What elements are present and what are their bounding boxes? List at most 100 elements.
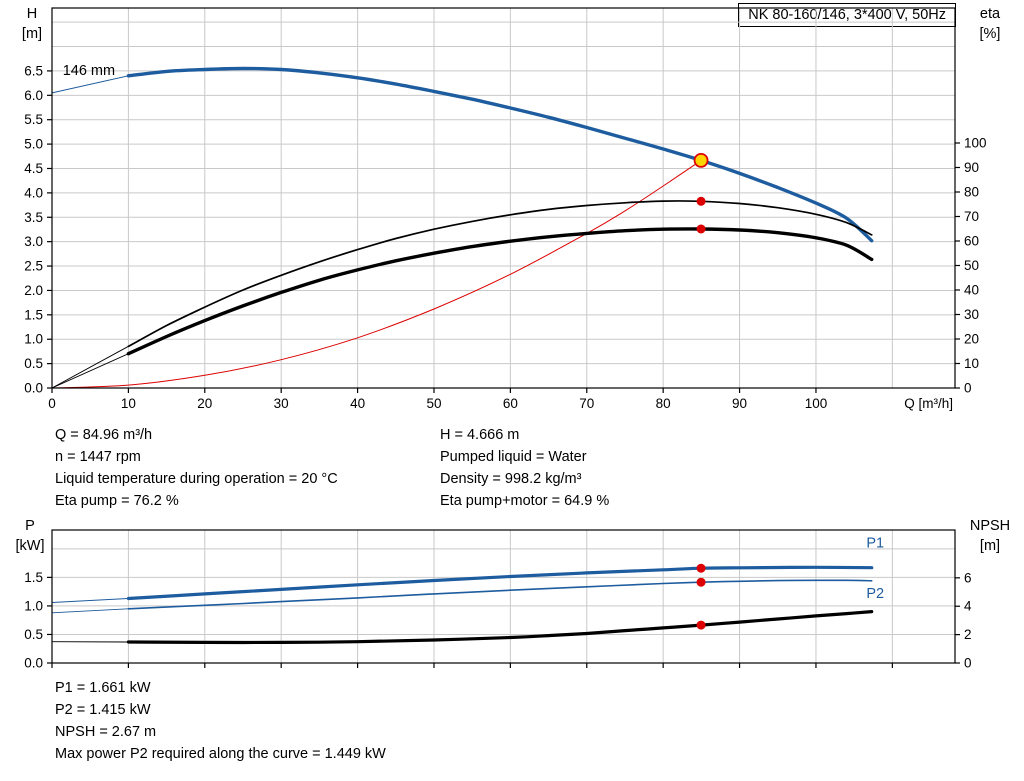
curve-p2-lead xyxy=(51,608,129,614)
svg-text:50: 50 xyxy=(426,396,441,411)
curve-system-curve xyxy=(51,159,702,389)
curve-eta-pump-lead xyxy=(51,345,129,389)
svg-text:0.0: 0.0 xyxy=(24,656,43,671)
plot-frame xyxy=(51,529,956,664)
svg-text:0.0: 0.0 xyxy=(24,381,43,396)
info-pumped-liquid: Pumped liquid = Water xyxy=(440,449,587,465)
svg-text:60: 60 xyxy=(964,233,979,248)
info-flow: Q = 84.96 m³/h xyxy=(55,427,153,443)
h-axis-unit: [m] xyxy=(21,26,43,42)
svg-text:60: 60 xyxy=(503,396,518,411)
chart-title-box: NK 80-160/146, 3*400 V, 50Hz xyxy=(738,3,956,27)
p-axis-unit: [kW] xyxy=(15,538,45,554)
info-speed: n = 1447 rpm xyxy=(55,449,141,465)
svg-text:40: 40 xyxy=(350,396,365,411)
duty-info-right: H = 4.666 m Pumped liquid = Water Densit… xyxy=(440,424,609,512)
annotation-146-mm: 146 mm xyxy=(63,63,115,79)
curve-qh-lead xyxy=(51,75,129,94)
curve-eta-pump xyxy=(127,200,873,348)
info-npsh: NPSH = 2.67 m xyxy=(55,724,157,740)
svg-text:10: 10 xyxy=(964,356,979,371)
svg-text:20: 20 xyxy=(964,331,979,346)
curve-eta-pump-motor-lead xyxy=(51,353,129,389)
tick-labels: 0 10 20 30 40 50 60 70 80 90 1000.00.51.01.52.02.5… xyxy=(24,63,986,411)
tick-labels: 0.0 0.5 1.0 1.5 0 2 4 6 xyxy=(24,570,972,671)
x-axis-unit-label: Q [m³/h] xyxy=(904,396,953,411)
svg-text:10: 10 xyxy=(121,396,136,411)
svg-text:0.5: 0.5 xyxy=(24,356,43,371)
h-axis-name: H xyxy=(26,6,38,22)
info-head: H = 4.666 m xyxy=(440,427,520,443)
svg-text:3.0: 3.0 xyxy=(24,234,43,249)
svg-text:20: 20 xyxy=(197,396,212,411)
svg-text:100: 100 xyxy=(805,396,828,411)
svg-text:3.5: 3.5 xyxy=(24,210,43,225)
annotation-p2: P2 xyxy=(866,586,884,602)
p-axis-label: P [kW] xyxy=(8,516,52,556)
h-axis-label: H [m] xyxy=(10,4,54,44)
svg-text:80: 80 xyxy=(964,184,979,199)
curve-qh-146mm xyxy=(126,66,874,243)
svg-text:1.0: 1.0 xyxy=(24,332,43,347)
power-npsh-chart: 0.0 0.5 1.0 1.5 0 2 4 6 P1 P2 xyxy=(24,529,972,671)
svg-text:0.5: 0.5 xyxy=(24,627,43,642)
info-p2: P2 = 1.415 kW xyxy=(55,702,151,718)
svg-text:4.0: 4.0 xyxy=(24,185,43,200)
svg-text:6.0: 6.0 xyxy=(24,88,43,103)
info-eta-pump-motor: Eta pump+motor = 64.9 % xyxy=(440,493,610,509)
qh-eta-chart: 0 10 20 30 40 50 60 70 80 90 1000.00.51.01.52.02.5… xyxy=(24,7,987,411)
eta-axis-label: eta [%] xyxy=(966,4,1014,44)
npsh-point xyxy=(696,620,706,630)
svg-text:100: 100 xyxy=(964,135,987,150)
plot-frame xyxy=(51,7,956,389)
npsh-axis-label: NPSH [m] xyxy=(962,516,1018,556)
svg-text:50: 50 xyxy=(964,258,979,273)
annotation-p1: P1 xyxy=(866,536,884,552)
tick-marks xyxy=(47,576,960,668)
svg-text:5.5: 5.5 xyxy=(24,112,43,127)
svg-text:1.0: 1.0 xyxy=(24,598,43,613)
svg-text:2.5: 2.5 xyxy=(24,259,43,274)
duty-info-left: Q = 84.96 m³/h n = 1447 rpm Liquid tempe… xyxy=(55,424,338,512)
npsh-axis-name: NPSH xyxy=(969,518,1011,534)
eta-pump-motor-point xyxy=(696,224,706,234)
power-info: P1 = 1.661 kW P2 = 1.415 kW NPSH = 2.67 … xyxy=(55,677,386,765)
info-p1: P1 = 1.661 kW xyxy=(55,680,151,696)
svg-text:1.5: 1.5 xyxy=(24,570,43,585)
svg-text:30: 30 xyxy=(274,396,289,411)
svg-text:6.5: 6.5 xyxy=(24,63,43,78)
svg-text:70: 70 xyxy=(964,209,979,224)
gridlines xyxy=(52,8,955,388)
eta-axis-unit: [%] xyxy=(979,26,1001,42)
svg-text:90: 90 xyxy=(964,160,979,175)
svg-text:0: 0 xyxy=(964,656,972,671)
curve-eta-pump-motor xyxy=(126,227,874,356)
svg-text:30: 30 xyxy=(964,307,979,322)
svg-text:1.5: 1.5 xyxy=(24,307,43,322)
curve-p1 xyxy=(126,565,874,601)
curve-npsh xyxy=(126,610,874,645)
tick-marks xyxy=(47,70,960,393)
info-max-p2: Max power P2 required along the curve = … xyxy=(55,746,386,762)
svg-text:80: 80 xyxy=(656,396,671,411)
svg-text:5.0: 5.0 xyxy=(24,137,43,152)
info-eta-pump: Eta pump = 76.2 % xyxy=(55,493,179,509)
p1-point xyxy=(696,563,706,573)
svg-text:40: 40 xyxy=(964,282,979,297)
svg-text:0: 0 xyxy=(48,396,56,411)
info-liquid-temp: Liquid temperature during operation = 20… xyxy=(55,471,338,487)
duty-point xyxy=(693,152,709,168)
eta-axis-name: eta xyxy=(979,6,1001,22)
eta-pump-point xyxy=(696,196,706,206)
svg-text:6: 6 xyxy=(964,570,972,585)
p-axis-name: P xyxy=(25,518,35,534)
svg-text:0: 0 xyxy=(964,381,972,396)
svg-text:2: 2 xyxy=(964,627,972,642)
p2-point xyxy=(696,577,706,587)
npsh-axis-unit: [m] xyxy=(979,538,1001,554)
svg-text:90: 90 xyxy=(732,396,747,411)
svg-text:70: 70 xyxy=(579,396,594,411)
info-density: Density = 998.2 kg/m³ xyxy=(440,471,582,487)
svg-text:2.0: 2.0 xyxy=(24,283,43,298)
svg-text:4: 4 xyxy=(964,599,972,614)
